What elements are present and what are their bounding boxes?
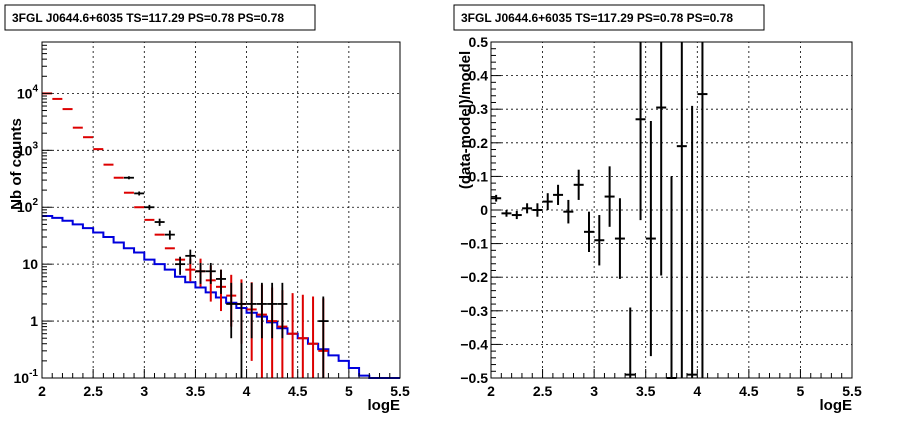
left-ticks: 2 2.5 3 3.5 4 4.5 5 5.5 10-1 1 10 102 103 104: [14, 41, 410, 399]
left-y-tick-label: 10: [22, 256, 38, 272]
model-step-line: [42, 215, 400, 379]
left-x-tick-label: 5.5: [390, 383, 410, 399]
right-y-tick-label: −0.4: [460, 336, 488, 352]
left-title-box: [4, 4, 316, 31]
left-y-tick-label: 102: [17, 197, 39, 215]
left-axes-frame: [41, 41, 401, 379]
left-y-tick-label: 104: [17, 83, 39, 101]
right-y-tick-label: 0.5: [469, 34, 489, 50]
left-x-tick-label: 5: [345, 383, 353, 399]
left-x-tick-label: 2.5: [83, 383, 103, 399]
right-y-tick-label: 0: [480, 202, 488, 218]
left-title: 3FGL J0644.6+6035 TS=117.29 PS=0.78 PS=0…: [12, 11, 284, 25]
right-y-tick-label: −0.2: [460, 269, 488, 285]
right-y-tick-label: 0.3: [469, 101, 489, 117]
right-y-tick-label: −0.3: [460, 303, 488, 319]
right-x-tick-label: 4.5: [739, 383, 759, 399]
left-panel: 3FGL J0644.6+6035 TS=117.29 PS=0.78 PS=0…: [4, 4, 410, 414]
right-ylabel: (data-model)/model: [457, 51, 474, 189]
left-x-tick-label: 2: [38, 383, 46, 399]
right-x-tick-label: 3: [590, 383, 598, 399]
left-ylabel: Nb of counts: [8, 118, 25, 210]
left-x-tick-label: 3: [140, 383, 148, 399]
right-x-tick-label: 2: [487, 383, 495, 399]
left-y-tick-label: 1: [30, 313, 38, 329]
left-y-tick-label: 103: [17, 140, 39, 158]
right-xlabel: logE: [820, 397, 853, 414]
left-grid: [42, 42, 400, 378]
right-title: 3FGL J0644.6+6035 TS=117.29 PS=0.78 PS=0…: [461, 11, 733, 25]
left-x-tick-label: 3.5: [186, 383, 206, 399]
left-y-tick-label: 10-1: [14, 368, 39, 386]
right-title-box: [453, 4, 765, 31]
right-x-tick-label: 5.5: [842, 383, 862, 399]
right-ticks: 2 2.5 3 3.5 4 4.5 5 5.5 −0.5 −0.4 −0.3 −0.2 −0.1 0 0.1…: [460, 34, 862, 399]
right-y-tick-label: 0.1: [469, 168, 489, 184]
left-x-tick-label: 4: [243, 383, 251, 399]
right-y-tick-label: −0.5: [460, 370, 488, 386]
right-plot-area: [491, 42, 708, 379]
right-y-tick-label: −0.1: [460, 236, 488, 252]
right-x-tick-label: 3.5: [636, 383, 656, 399]
right-panel: 3FGL J0644.6+6035 TS=117.29 PS=0.78 PS=0…: [453, 4, 862, 414]
left-plot-area: [42, 92, 400, 379]
right-x-tick-label: 5: [797, 383, 805, 399]
left-xlabel: logE: [368, 397, 401, 414]
right-x-tick-label: 4: [693, 383, 701, 399]
right-x-tick-label: 2.5: [533, 383, 553, 399]
right-y-tick-label: 0.4: [469, 68, 489, 84]
right-y-tick-label: 0.2: [469, 135, 489, 151]
left-x-tick-label: 4.5: [288, 383, 308, 399]
